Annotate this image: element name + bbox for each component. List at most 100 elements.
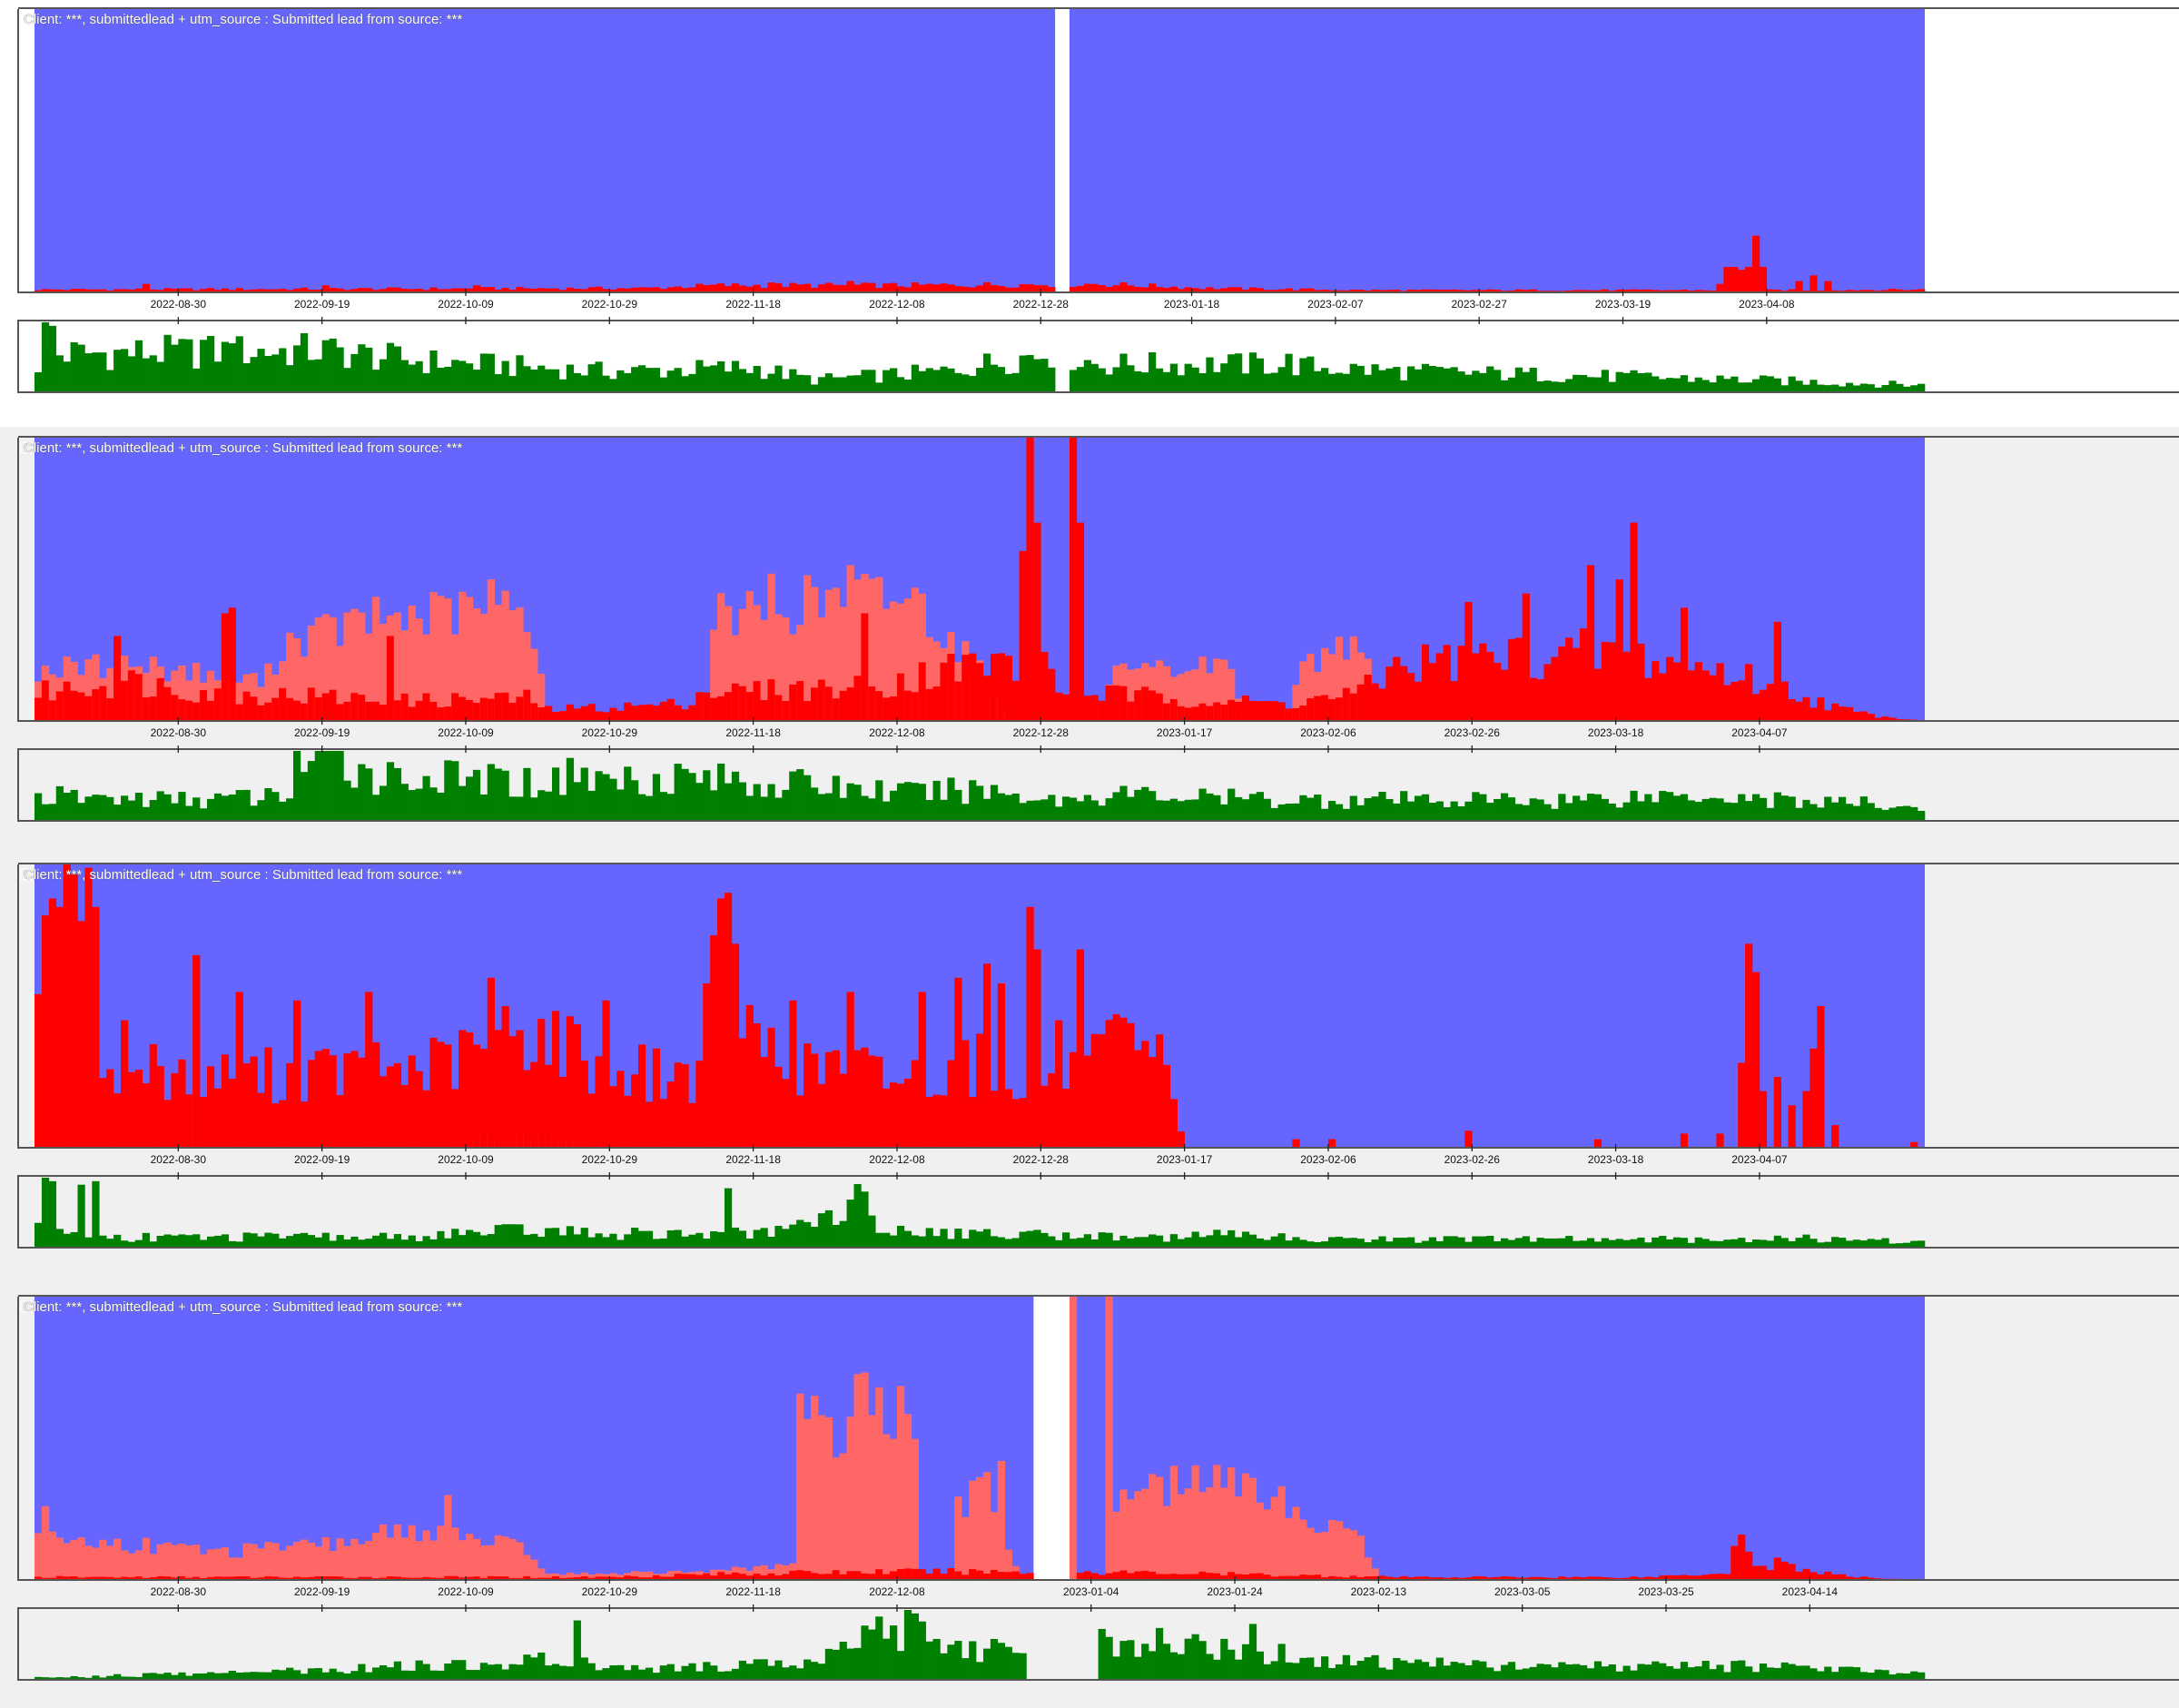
volume-bar [990, 1236, 999, 1248]
volume-bar [1299, 1239, 1307, 1248]
bar-primary [1119, 686, 1128, 721]
bar-primary [1859, 1576, 1868, 1580]
bar-primary [1694, 662, 1702, 721]
x-tick-label: 2023-02-06 [1300, 726, 1356, 739]
bar-primary [1256, 701, 1264, 721]
bar-primary [1687, 1575, 1695, 1580]
bar-primary [1795, 1571, 1803, 1580]
volume-bar [235, 1241, 243, 1248]
bar-primary [1335, 290, 1344, 292]
volume-bar [508, 796, 517, 821]
volume-bar [329, 1240, 337, 1248]
bar-primary [1680, 1575, 1689, 1580]
volume-bar [1285, 1662, 1293, 1680]
bar-primary [379, 704, 388, 721]
bar-primary [1299, 288, 1307, 292]
volume-bar [738, 782, 747, 821]
bar-primary [1407, 673, 1415, 721]
volume-bar [321, 340, 330, 392]
volume-bar [1615, 1671, 1623, 1680]
volume-bar [580, 767, 588, 821]
bar-primary [1220, 288, 1228, 292]
volume-bar [703, 1239, 711, 1248]
volume-bar [1701, 1239, 1710, 1248]
volume-bar [717, 763, 725, 821]
bar-secondary [77, 1537, 85, 1580]
volume-bar [1155, 368, 1164, 392]
bar-primary [1098, 700, 1106, 721]
bar-primary [760, 288, 768, 292]
bar-primary [1486, 1577, 1494, 1580]
volume-bar [666, 1230, 675, 1248]
volume-bar [824, 793, 833, 821]
bar-primary [861, 613, 869, 721]
bar-primary [824, 1574, 833, 1580]
bar-secondary [121, 1550, 129, 1580]
volume-bar [221, 341, 230, 392]
bar-primary [631, 1074, 639, 1148]
volume-bar [839, 1641, 847, 1680]
volume-bar [451, 1229, 459, 1248]
volume-bar [92, 795, 100, 821]
volume-bar [637, 794, 646, 821]
bar-primary [573, 289, 581, 292]
x-tick-label: 2022-12-08 [869, 726, 925, 739]
bar-primary [149, 696, 157, 721]
bar-primary [1795, 701, 1803, 721]
volume-bar [1903, 386, 1911, 392]
volume-bar [1680, 1662, 1689, 1680]
bar-primary [1573, 647, 1581, 721]
bar-secondary [810, 587, 819, 721]
volume-bar [1730, 376, 1739, 392]
bar-primary [1608, 1577, 1616, 1580]
volume-bar [279, 1670, 287, 1680]
bar-primary [451, 1089, 459, 1148]
bar-primary [1500, 669, 1509, 721]
volume-bar [624, 1670, 632, 1680]
bar-primary [250, 696, 258, 721]
volume-bar [1076, 801, 1085, 821]
volume-bar [1141, 1644, 1149, 1680]
volume-bar [1155, 1627, 1164, 1680]
x-tick-label: 2022-10-09 [438, 1153, 494, 1166]
x-tick-label: 2022-12-28 [1013, 1153, 1070, 1166]
bar-primary [1630, 1576, 1638, 1580]
bar-primary [1184, 287, 1192, 292]
bar-secondary [1327, 1519, 1336, 1580]
bar-primary [314, 289, 322, 292]
bar-primary [1486, 651, 1494, 721]
bar-primary [365, 1576, 373, 1580]
bar-secondary [221, 1547, 230, 1580]
volume-bar [106, 1675, 114, 1680]
bar-secondary [804, 1418, 812, 1580]
bar-secondary [523, 632, 531, 721]
volume-bar [810, 1227, 819, 1248]
volume-bar [537, 1652, 546, 1680]
x-tick-label: 2023-04-08 [1739, 298, 1795, 311]
volume-bar [1867, 1239, 1875, 1248]
volume-bar [1780, 1238, 1789, 1248]
bar-secondary [372, 1533, 380, 1580]
volume-bar [286, 798, 294, 821]
volume-bar [1795, 807, 1803, 821]
volume-bar [1551, 1667, 1559, 1680]
volume-bar [178, 1672, 186, 1680]
volume-bar [817, 377, 826, 392]
bar-primary [1809, 1048, 1818, 1148]
volume-bar [1457, 371, 1465, 392]
bar-primary [551, 1011, 560, 1148]
bar-primary [1349, 693, 1357, 721]
bar-primary [731, 943, 740, 1148]
bar-primary [1011, 1571, 1020, 1580]
volume-bar [1314, 370, 1322, 392]
bar-primary [393, 1062, 402, 1148]
volume-bar [307, 1668, 316, 1680]
volume-bar [1169, 798, 1178, 821]
volume-bar [99, 1235, 107, 1248]
volume-bar [925, 1228, 933, 1248]
volume-bar [890, 1625, 898, 1680]
bar-primary [767, 1027, 775, 1148]
bar-primary [1824, 281, 1832, 292]
volume-bar [487, 353, 495, 392]
